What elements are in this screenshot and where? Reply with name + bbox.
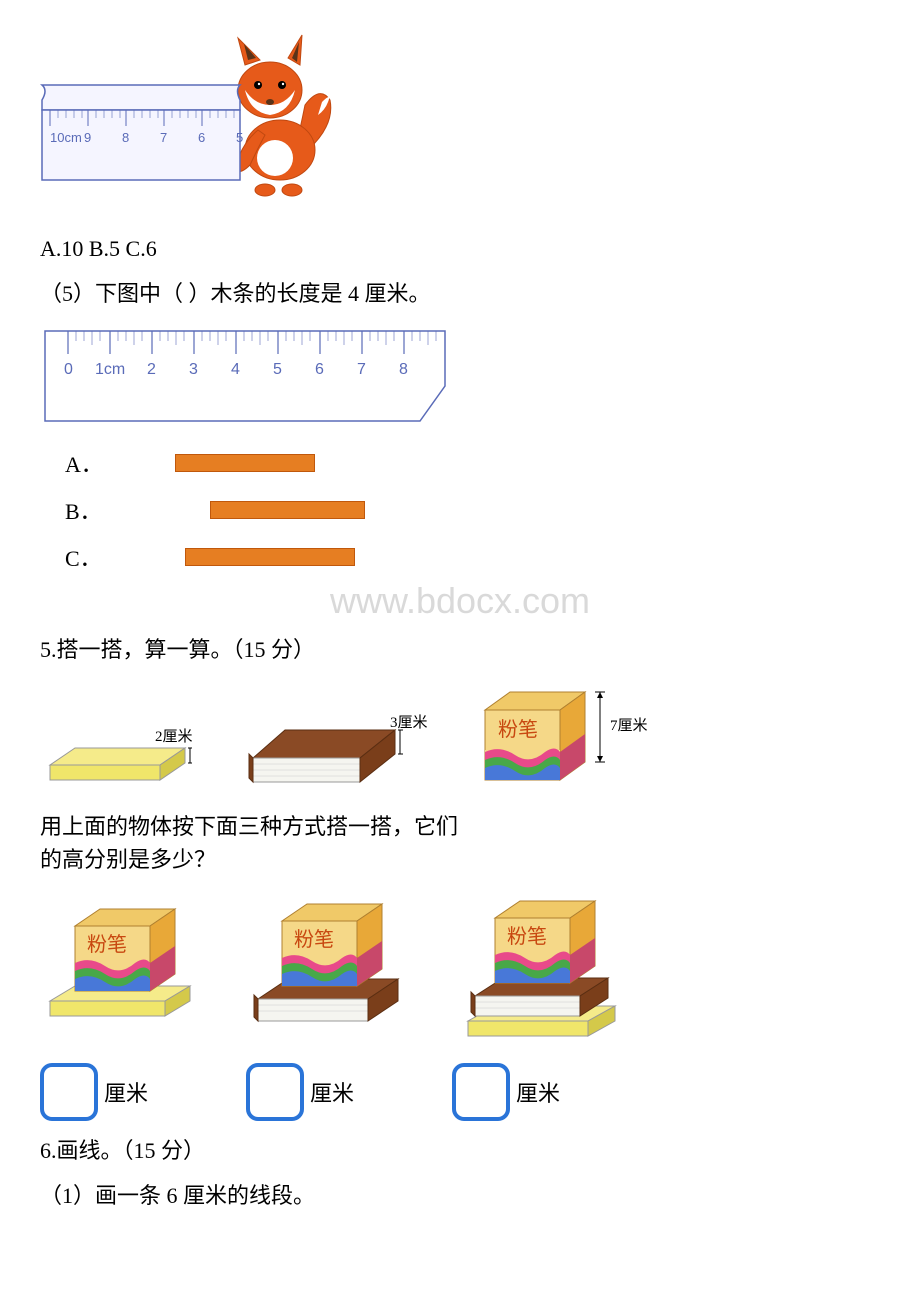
- stack-question-text: 用上面的物体按下面三种方式搭一搭，它们 的高分别是多少？: [40, 810, 880, 876]
- bar-b-label: B．: [65, 494, 125, 526]
- fox-ruler-figure: 10cm 9 8 7 6 5: [40, 30, 880, 216]
- svg-text:7: 7: [357, 361, 366, 378]
- stack-q-line2: 的高分别是多少？: [40, 843, 880, 876]
- svg-text:4: 4: [231, 361, 240, 378]
- q5-title: 5.搭一搭，算一算。（15 分）: [40, 632, 880, 667]
- svg-text:5: 5: [273, 361, 282, 378]
- reversed-ruler: 10cm 9 8 7 6 5: [42, 85, 243, 180]
- q4-sub5-text: （5）下图中（ ）木条的长度是 4 厘米。: [40, 276, 880, 311]
- svg-text:7: 7: [160, 130, 167, 145]
- svg-text:3: 3: [189, 361, 198, 378]
- answer-3: 厘米: [452, 1063, 560, 1121]
- answer-box-3[interactable]: [452, 1063, 510, 1121]
- svg-text:粉笔: 粉笔: [507, 925, 547, 948]
- chalkbox-object: 粉笔 7厘米: [470, 680, 660, 795]
- svg-text:2厘米: 2厘米: [155, 728, 193, 745]
- stack-1: 粉笔: [40, 891, 210, 1031]
- svg-text:9: 9: [84, 130, 91, 145]
- bar-option-c: C．: [65, 541, 880, 573]
- bar-c-label: C．: [65, 541, 125, 573]
- stack-q-line1: 用上面的物体按下面三种方式搭一搭，它们: [40, 810, 880, 843]
- svg-text:粉笔: 粉笔: [294, 928, 334, 951]
- objects-row: 2厘米 3厘米 粉笔: [40, 680, 880, 795]
- book-object: 3厘米: [245, 710, 440, 795]
- bar-option-a: A．: [65, 447, 880, 479]
- answer-unit-1: 厘米: [104, 1076, 148, 1108]
- bar-a: [175, 454, 315, 472]
- answer-box-1[interactable]: [40, 1063, 98, 1121]
- svg-text:1cm: 1cm: [95, 361, 125, 378]
- svg-text:5: 5: [236, 130, 243, 145]
- answer-row: 厘米 厘米 厘米: [40, 1063, 880, 1121]
- svg-text:粉笔: 粉笔: [87, 933, 127, 956]
- q6-sub1: （1）画一条 6 厘米的线段。: [40, 1178, 880, 1213]
- stack-2: 粉笔: [250, 891, 420, 1041]
- fox-illustration: [235, 35, 331, 196]
- stacks-row: 粉笔 粉笔: [40, 891, 880, 1051]
- q6-title: 6.画线。（15 分）: [40, 1133, 880, 1168]
- q4-answers: A.10 B.5 C.6: [40, 231, 880, 266]
- svg-text:10cm: 10cm: [50, 130, 82, 145]
- svg-text:7厘米: 7厘米: [610, 717, 648, 734]
- svg-text:2: 2: [147, 361, 156, 378]
- answer-1: 厘米: [40, 1063, 148, 1121]
- answer-unit-2: 厘米: [310, 1076, 354, 1108]
- notebook-object: 2厘米: [40, 720, 215, 795]
- ruler-0-8: 0 1cm 2 3 4 5 6 7 8: [40, 326, 880, 432]
- svg-text:6: 6: [198, 130, 205, 145]
- svg-text:0: 0: [64, 361, 73, 378]
- watermark: www.bdocx.com: [40, 580, 880, 622]
- stack-3: 粉笔: [460, 891, 635, 1051]
- bar-c: [185, 548, 355, 566]
- svg-text:粉笔: 粉笔: [498, 718, 538, 741]
- answer-box-2[interactable]: [246, 1063, 304, 1121]
- svg-text:8: 8: [399, 361, 408, 378]
- bar-b: [210, 501, 365, 519]
- svg-text:8: 8: [122, 130, 129, 145]
- svg-text:3厘米: 3厘米: [390, 714, 428, 731]
- bar-a-label: A．: [65, 447, 125, 479]
- svg-text:6: 6: [315, 361, 324, 378]
- bar-option-b: B．: [65, 494, 880, 526]
- answer-2: 厘米: [246, 1063, 354, 1121]
- answer-unit-3: 厘米: [516, 1076, 560, 1108]
